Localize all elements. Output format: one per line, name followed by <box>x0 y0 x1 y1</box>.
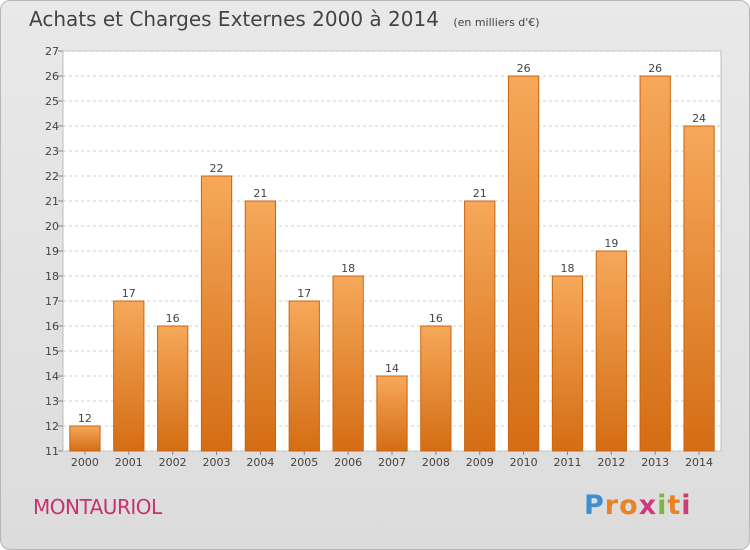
y-tick-label: 17 <box>45 295 59 308</box>
bar-value-label: 18 <box>341 262 355 275</box>
x-tick-label: 2012 <box>597 456 625 469</box>
bar-value-label: 18 <box>560 262 574 275</box>
bar-value-label: 21 <box>253 187 267 200</box>
chart-title-text: Achats et Charges Externes 2000 à 2014 <box>29 7 439 31</box>
bar-value-label: 24 <box>692 112 706 125</box>
chart-subtitle: (en milliers d'€) <box>453 16 540 29</box>
logo-letter: o <box>619 490 639 521</box>
bar-value-label: 26 <box>648 62 662 75</box>
x-tick-label: 2001 <box>115 456 143 469</box>
x-tick-label: 2008 <box>422 456 450 469</box>
x-tick-label: 2000 <box>71 456 99 469</box>
x-tick-label: 2010 <box>510 456 538 469</box>
plot-area: 11 12 13 14 15 16 17 18 19 20 21 22 23 24 25 26 27 12 2000… <box>45 45 722 469</box>
bar-value-label: 14 <box>385 362 399 375</box>
bar-value-label: 16 <box>429 312 443 325</box>
logo-letter: r <box>604 490 620 521</box>
y-tick-label: 22 <box>45 170 59 183</box>
logo-letter: t <box>667 490 682 521</box>
chart-title: Achats et Charges Externes 2000 à 2014 (… <box>29 7 540 31</box>
y-tick-label: 26 <box>45 70 59 83</box>
bar <box>113 300 145 452</box>
logo-letter: x <box>638 490 658 521</box>
bar <box>420 325 452 452</box>
bar-value-label: 17 <box>297 287 311 300</box>
x-tick-label: 2007 <box>378 456 406 469</box>
y-tick-label: 24 <box>45 120 59 133</box>
y-tick-label: 20 <box>45 220 59 233</box>
y-tick-label: 15 <box>45 345 59 358</box>
bar <box>69 425 101 452</box>
bar <box>157 325 189 452</box>
y-tick-label: 16 <box>45 320 59 333</box>
bar-value-label: 26 <box>517 62 531 75</box>
bar-value-label: 22 <box>210 162 224 175</box>
y-tick-label: 18 <box>45 270 59 283</box>
bar-value-label: 12 <box>78 412 92 425</box>
x-tick-label: 2004 <box>246 456 274 469</box>
x-tick-label: 2003 <box>203 456 231 469</box>
y-tick-label: 23 <box>45 145 59 158</box>
y-tick-label: 13 <box>45 395 59 408</box>
logo-letter: P <box>584 490 605 521</box>
bar-value-label: 17 <box>122 287 136 300</box>
bar <box>200 175 233 452</box>
y-tick-label: 21 <box>45 195 59 208</box>
y-tick-label: 27 <box>45 45 59 58</box>
x-tick-label: 2002 <box>159 456 187 469</box>
y-tick-label: 11 <box>45 445 59 458</box>
x-tick-label: 2009 <box>466 456 494 469</box>
x-tick-label: 2014 <box>685 456 713 469</box>
x-tick-label: 2005 <box>290 456 318 469</box>
bar <box>507 75 540 452</box>
bar <box>464 200 496 452</box>
x-tick-label: 2006 <box>334 456 362 469</box>
bar <box>244 200 277 452</box>
bar-value-label: 19 <box>604 237 618 250</box>
bar <box>332 275 364 452</box>
bar <box>551 275 584 452</box>
bar <box>595 250 627 452</box>
bar <box>376 375 408 452</box>
y-tick-label: 14 <box>45 370 59 383</box>
x-tick-label: 2011 <box>553 456 581 469</box>
bar <box>288 300 320 452</box>
logo-letter: i <box>657 490 668 521</box>
bar-value-label: 16 <box>166 312 180 325</box>
y-tick-label: 25 <box>45 95 59 108</box>
y-tick-label: 19 <box>45 245 59 258</box>
bar <box>639 75 671 452</box>
proxiti-logo: Proxiti <box>584 490 692 521</box>
bar-value-label: 21 <box>473 187 487 200</box>
logo-letter: i <box>681 490 692 521</box>
x-tick-label: 2013 <box>641 456 669 469</box>
town-name: MONTAURIOL <box>33 495 162 519</box>
bar <box>683 125 715 452</box>
y-tick-label: 12 <box>45 420 59 433</box>
